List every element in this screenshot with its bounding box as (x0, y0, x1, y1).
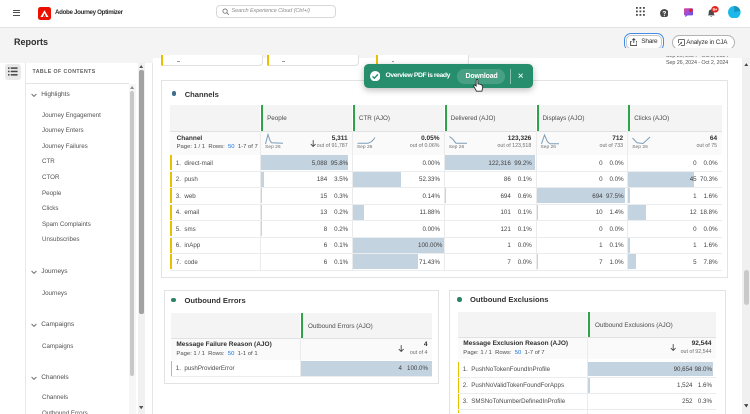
svg-text:9+: 9+ (712, 7, 717, 12)
